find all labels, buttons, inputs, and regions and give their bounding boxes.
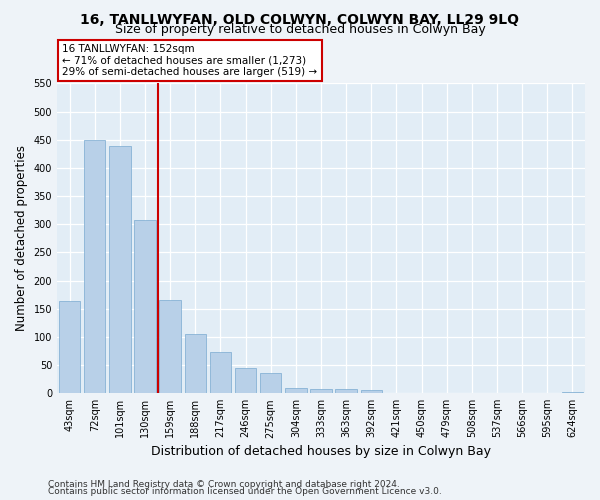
- Text: 16, TANLLWYFAN, OLD COLWYN, COLWYN BAY, LL29 9LQ: 16, TANLLWYFAN, OLD COLWYN, COLWYN BAY, …: [80, 12, 520, 26]
- Text: Contains public sector information licensed under the Open Government Licence v3: Contains public sector information licen…: [48, 488, 442, 496]
- Bar: [235, 368, 256, 393]
- Bar: [59, 302, 80, 393]
- Bar: [310, 390, 332, 393]
- Bar: [134, 220, 156, 393]
- Bar: [84, 140, 106, 393]
- X-axis label: Distribution of detached houses by size in Colwyn Bay: Distribution of detached houses by size …: [151, 444, 491, 458]
- Bar: [185, 334, 206, 393]
- Y-axis label: Number of detached properties: Number of detached properties: [15, 146, 28, 332]
- Bar: [285, 388, 307, 393]
- Bar: [335, 390, 357, 393]
- Bar: [361, 390, 382, 393]
- Bar: [210, 352, 231, 393]
- Text: 16 TANLLWYFAN: 152sqm
← 71% of detached houses are smaller (1,273)
29% of semi-d: 16 TANLLWYFAN: 152sqm ← 71% of detached …: [62, 44, 317, 77]
- Bar: [109, 146, 131, 393]
- Bar: [562, 392, 583, 393]
- Bar: [160, 300, 181, 393]
- Text: Contains HM Land Registry data © Crown copyright and database right 2024.: Contains HM Land Registry data © Crown c…: [48, 480, 400, 489]
- Text: Size of property relative to detached houses in Colwyn Bay: Size of property relative to detached ho…: [115, 22, 485, 36]
- Bar: [260, 374, 281, 393]
